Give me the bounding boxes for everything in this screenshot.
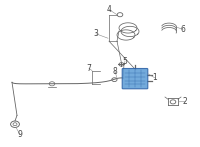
- Text: 1: 1: [153, 73, 157, 82]
- Text: 4: 4: [107, 5, 111, 14]
- Text: 3: 3: [94, 29, 98, 38]
- FancyBboxPatch shape: [122, 69, 148, 89]
- Text: 6: 6: [181, 25, 185, 34]
- Text: 9: 9: [18, 130, 22, 139]
- Text: 2: 2: [183, 97, 187, 106]
- Text: 8: 8: [113, 67, 117, 76]
- Text: 7: 7: [87, 64, 91, 73]
- Text: 5: 5: [123, 56, 127, 66]
